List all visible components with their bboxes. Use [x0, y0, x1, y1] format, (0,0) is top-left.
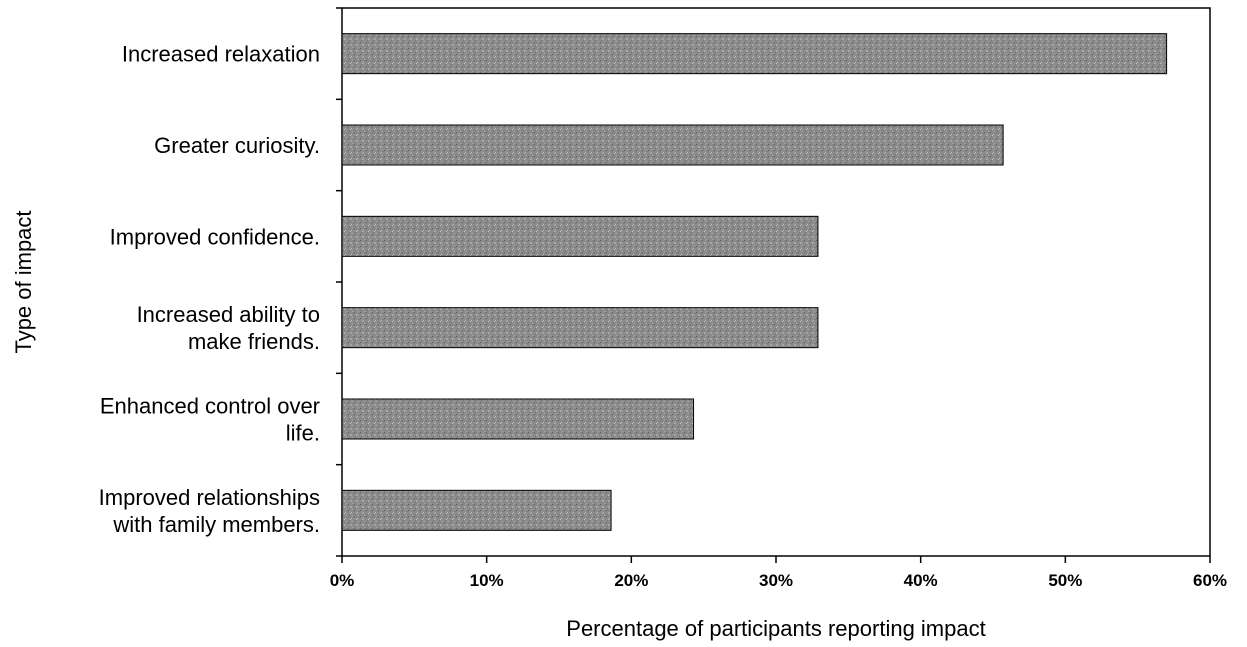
x-tick-label: 30% — [759, 571, 793, 590]
category-label-6: Improved relationships with family member… — [99, 485, 320, 537]
bar-5 — [341, 398, 695, 440]
category-label-line: Enhanced control over — [100, 394, 320, 419]
bar-2 — [341, 124, 1004, 166]
category-label-4: Increased ability to make friends. — [137, 302, 320, 354]
category-label-5: Enhanced control over life. — [100, 394, 320, 446]
x-tick-label: 50% — [1048, 571, 1082, 590]
bar-4 — [341, 307, 819, 349]
category-label-line: with family members. — [112, 512, 320, 537]
category-label-1: Increased relaxation — [122, 42, 320, 67]
category-label-line: Greater curiosity. — [154, 133, 320, 158]
x-tick-label: 10% — [470, 571, 504, 590]
y-axis-title: Type of impact — [11, 210, 36, 353]
category-label-3: Improved confidence. — [110, 224, 320, 249]
bar-1 — [341, 33, 1168, 75]
x-tick-label: 60% — [1193, 571, 1227, 590]
category-label-2: Greater curiosity. — [154, 133, 320, 158]
x-tick-label: 20% — [614, 571, 648, 590]
bar-3 — [341, 215, 819, 257]
category-label-line: Increased relaxation — [122, 42, 320, 67]
category-label-line: Increased ability to — [137, 302, 320, 327]
x-axis-title: Percentage of participants reporting imp… — [566, 616, 985, 641]
x-tick-label: 0% — [330, 571, 355, 590]
category-label-line: Improved confidence. — [110, 224, 320, 249]
x-tick-label: 40% — [904, 571, 938, 590]
category-label-line: life. — [286, 421, 320, 446]
category-label-line: Improved relationships — [99, 485, 320, 510]
plot-area — [341, 7, 1211, 557]
bar-6 — [341, 489, 612, 531]
category-label-line: make friends. — [188, 329, 320, 354]
